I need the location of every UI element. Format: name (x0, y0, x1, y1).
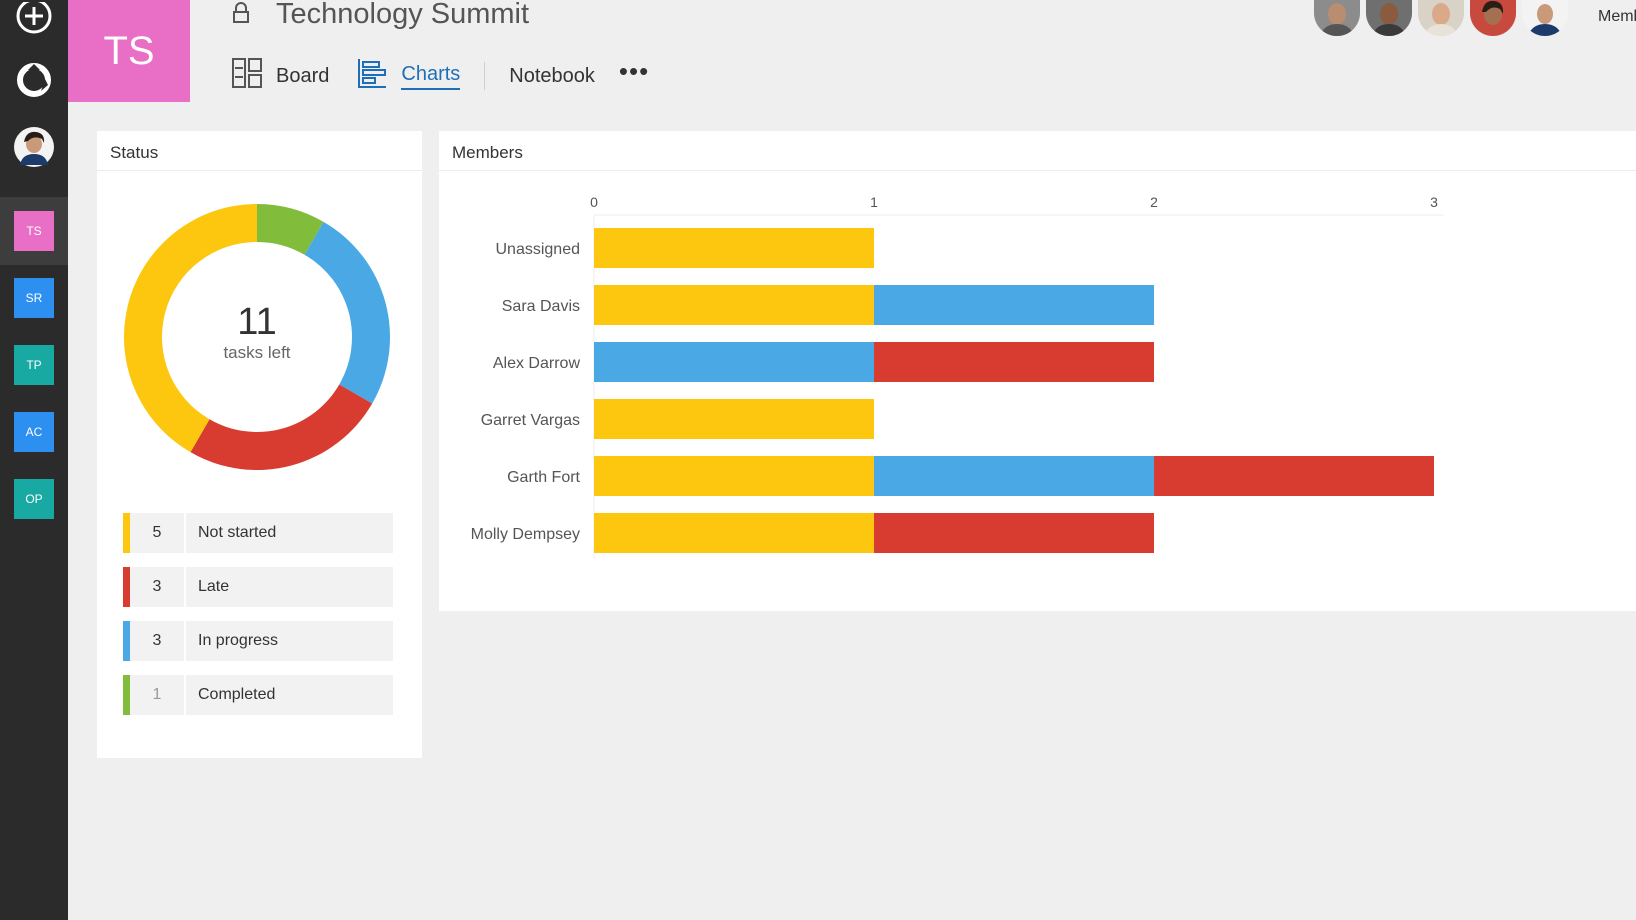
donut-slice-completed[interactable] (257, 204, 324, 255)
legend-divider (184, 567, 186, 607)
members-card-title: Members (439, 131, 1636, 171)
legend-color-swatch (123, 513, 130, 553)
bar-segment[interactable] (594, 342, 874, 382)
donut-slice-not-started[interactable] (123, 204, 257, 453)
status-card: Status 11 tasks left 5 Not started 3 Lat… (97, 131, 422, 758)
bar-segment[interactable] (874, 285, 1154, 325)
tab-notebook[interactable]: Notebook (509, 56, 595, 96)
member-avatar[interactable] (1314, 0, 1360, 36)
bar-segment[interactable] (594, 456, 874, 496)
legend-row-completed[interactable]: 1 Completed (123, 675, 393, 715)
hub-icon[interactable] (14, 60, 54, 100)
x-tick-label: 0 (590, 194, 598, 210)
tab-charts[interactable]: Charts (357, 56, 461, 96)
legend-divider (184, 621, 186, 661)
rail-plan-ac[interactable]: AC (14, 412, 54, 452)
status-donut-chart: 11 tasks left (119, 199, 395, 475)
legend-label: Not started (198, 524, 277, 541)
legend-label: Completed (198, 686, 276, 703)
members-link[interactable]: Members (1598, 8, 1636, 25)
member-avatar[interactable] (1522, 0, 1568, 36)
tasks-left-count: 11 (237, 301, 277, 343)
members-bar-chart: 0 1 2 3 Unassigned Sara Davis Alex Darrow Garre… (471, 194, 1444, 559)
tab-board[interactable]: Board (232, 56, 329, 96)
rail-plan-ts[interactable]: TS (14, 211, 54, 251)
lock-icon (230, 2, 252, 29)
donut-slice-late[interactable] (190, 384, 373, 471)
bar-segment[interactable] (1154, 456, 1434, 496)
legend-count: 3 (152, 578, 162, 595)
members-card: Members 0 1 2 3 Unassigned Sara Davis Alex Dar… (439, 131, 1636, 611)
legend-count: 3 (152, 632, 162, 649)
legend-color-swatch (123, 621, 130, 661)
legend-label: Late (198, 578, 230, 595)
legend-color-swatch (123, 675, 130, 715)
tab-board-label: Board (276, 64, 330, 87)
legend-row-not-started[interactable]: 5 Not started (123, 513, 393, 553)
bar-segment[interactable] (594, 513, 874, 553)
bar-segment[interactable] (874, 342, 1154, 382)
board-icon (232, 58, 262, 94)
member-label: Garret Vargas (481, 412, 580, 429)
rail-plan-op[interactable]: OP (14, 479, 54, 519)
legend-count: 1 (152, 686, 162, 703)
legend-label: In progress (198, 632, 279, 649)
member-label: Sara Davis (502, 298, 580, 315)
tab-charts-label: Charts (401, 63, 461, 90)
tab-bar: Board Charts Notebook ••• (232, 56, 649, 96)
member-avatar[interactable] (1470, 0, 1516, 36)
member-avatars (1314, 0, 1574, 36)
rail-plan-sr[interactable]: SR (14, 278, 54, 318)
tasks-left-label: tasks left (223, 343, 291, 362)
member-label: Unassigned (496, 241, 581, 258)
member-label: Garth Fort (507, 469, 580, 486)
page-title: Technology Summit (276, 0, 530, 30)
bar-segment[interactable] (594, 399, 874, 439)
member-avatar[interactable] (1418, 0, 1464, 36)
donut-center: 11 tasks left (119, 199, 395, 475)
x-tick-label: 2 (1150, 194, 1158, 210)
plan-tile: TS (68, 0, 190, 102)
tab-separator (484, 62, 486, 90)
x-tick-label: 1 (870, 194, 878, 210)
status-legend: 5 Not started 3 Late 3 In progress 1 Com… (123, 513, 393, 729)
legend-divider (184, 513, 186, 553)
legend-divider (184, 675, 186, 715)
bar-segment[interactable] (594, 228, 874, 268)
legend-row-late[interactable]: 3 Late (123, 567, 393, 607)
charts-icon (357, 58, 387, 94)
member-avatar[interactable] (1366, 0, 1412, 36)
legend-count: 5 (152, 524, 162, 541)
bar-segment[interactable] (594, 285, 874, 325)
bar-segment[interactable] (874, 456, 1154, 496)
legend-color-swatch (123, 567, 130, 607)
rail-plan-tp[interactable]: TP (14, 345, 54, 385)
legend-row-in-progress[interactable]: 3 In progress (123, 621, 393, 661)
more-options-icon[interactable]: ••• (618, 56, 650, 86)
x-tick-label: 3 (1430, 194, 1438, 210)
add-plan-icon[interactable] (14, 0, 54, 40)
left-rail: TS SR TP AC OP (0, 0, 68, 920)
member-label: Alex Darrow (493, 355, 581, 372)
donut-slice-in-progress[interactable] (304, 221, 391, 404)
bar-segment[interactable] (874, 513, 1154, 553)
member-label: Molly Dempsey (471, 526, 580, 543)
status-card-title: Status (97, 131, 422, 171)
tab-notebook-label: Notebook (509, 64, 595, 87)
user-avatar-icon[interactable] (14, 127, 54, 167)
